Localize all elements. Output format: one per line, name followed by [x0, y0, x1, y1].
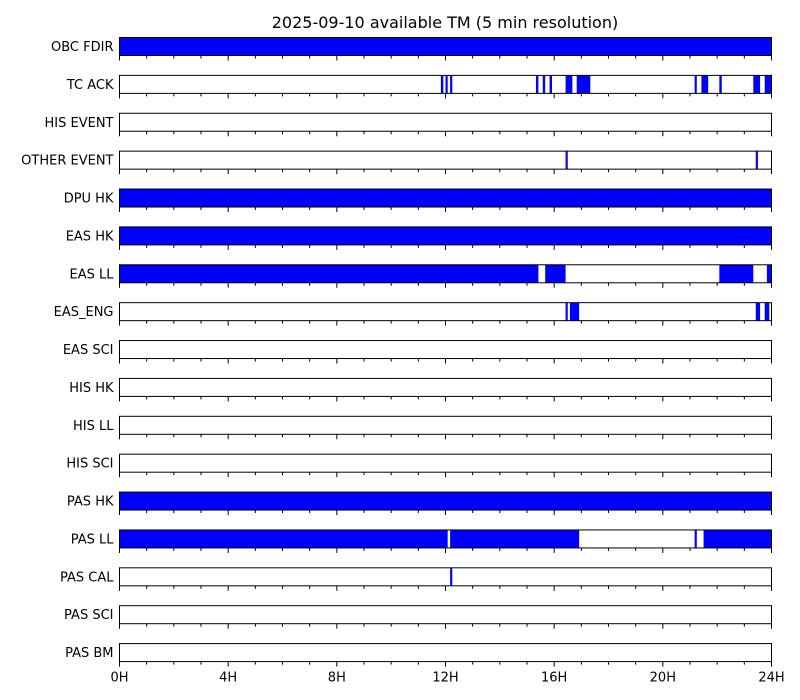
availability-bar: [450, 529, 580, 548]
availability-bar: [119, 529, 448, 548]
availability-bar: [549, 75, 552, 94]
row-label: TC ACK: [66, 78, 114, 93]
x-tick-label: 16H: [541, 671, 567, 686]
availability-bar: [694, 529, 697, 548]
chart-row: HIS LL: [73, 415, 772, 440]
x-tick-label: 12H: [432, 671, 458, 686]
row-background: [119, 567, 772, 586]
availability-bar: [764, 302, 770, 321]
chart-row: HIS SCI: [66, 453, 772, 478]
row-label: HIS HK: [69, 381, 114, 396]
chart-row: PAS HK: [67, 491, 772, 516]
availability-bar: [569, 302, 580, 321]
availability-bar: [755, 302, 761, 321]
row-label: EAS SCI: [63, 343, 114, 358]
availability-bar: [755, 151, 758, 170]
row-label: HIS SCI: [66, 457, 113, 472]
chart-row: EAS_ENG: [54, 302, 772, 326]
x-tick-label: 4H: [219, 671, 237, 686]
chart-row: EAS LL: [70, 264, 772, 288]
row-label: PAS HK: [67, 495, 114, 510]
row-background: [119, 113, 772, 132]
availability-bar: [119, 37, 772, 56]
availability-bar: [753, 75, 761, 94]
row-background: [119, 302, 772, 321]
availability-bar: [565, 75, 573, 94]
x-tick-label: 20H: [650, 671, 676, 686]
availability-bar: [440, 75, 444, 94]
chart-row: EAS SCI: [63, 340, 772, 364]
availability-bar: [565, 302, 568, 321]
availability-bar: [764, 75, 772, 94]
availability-bar: [119, 264, 539, 283]
chart-rows: OBC FDIR TC ACK HIS EVENT OTHER EVENT DPU HK…: [21, 37, 772, 667]
chart-row: EAS HK: [66, 226, 772, 250]
availability-bar: [694, 75, 697, 94]
chart-row: HIS HK: [69, 377, 772, 402]
row-background: [119, 454, 772, 473]
row-label: DPU HK: [64, 192, 114, 207]
availability-bar: [535, 75, 539, 94]
chart-row: OBC FDIR: [51, 37, 772, 61]
row-label: EAS_ENG: [54, 305, 114, 320]
row-background: [119, 416, 772, 435]
row-label: EAS HK: [66, 229, 114, 244]
chart-row: PAS BM: [65, 643, 772, 667]
row-label: PAS CAL: [60, 570, 114, 585]
row-label: PAS LL: [71, 532, 115, 547]
chart-row: HIS EVENT: [45, 112, 772, 137]
availability-bar: [542, 75, 546, 94]
row-label: PAS BM: [65, 646, 113, 661]
availability-bar: [545, 264, 566, 283]
availability-bar: [703, 529, 772, 548]
chart-title: 2025-09-10 available TM (5 min resolutio…: [272, 13, 618, 32]
availability-bar: [576, 75, 591, 94]
row-label: HIS EVENT: [45, 116, 114, 131]
availability-bar: [719, 75, 722, 94]
row-label: OBC FDIR: [51, 40, 114, 55]
chart-row: PAS CAL: [60, 567, 772, 591]
row-background: [119, 151, 772, 170]
row-label: OTHER EVENT: [21, 154, 113, 169]
availability-bar: [119, 492, 772, 511]
x-tick-label: 8H: [328, 671, 346, 686]
row-label: PAS SCI: [64, 608, 113, 623]
availability-bar: [701, 75, 709, 94]
x-tick-label: 0H: [110, 671, 128, 686]
chart-row: DPU HK: [64, 188, 772, 213]
x-tick-label: 24H: [758, 671, 784, 686]
availability-bar: [445, 75, 448, 94]
availability-bar: [450, 75, 453, 94]
row-background: [119, 340, 772, 359]
row-background: [119, 643, 772, 662]
availability-bar: [450, 567, 453, 586]
row-background: [119, 605, 772, 624]
availability-bar: [119, 189, 772, 208]
chart-row: PAS LL: [71, 529, 772, 553]
availability-bar: [719, 264, 754, 283]
row-background: [119, 378, 772, 397]
x-axis: 0H 4H 8H 12H 16H 20H 24H: [110, 671, 784, 686]
chart-row: PAS SCI: [64, 605, 772, 629]
row-label: HIS LL: [73, 419, 114, 434]
availability-bar: [766, 264, 772, 283]
row-label: EAS LL: [70, 267, 115, 282]
availability-bar: [119, 226, 772, 245]
availability-bar: [565, 151, 568, 170]
chart-row: OTHER EVENT: [21, 150, 772, 175]
chart-row: TC ACK: [66, 74, 772, 99]
